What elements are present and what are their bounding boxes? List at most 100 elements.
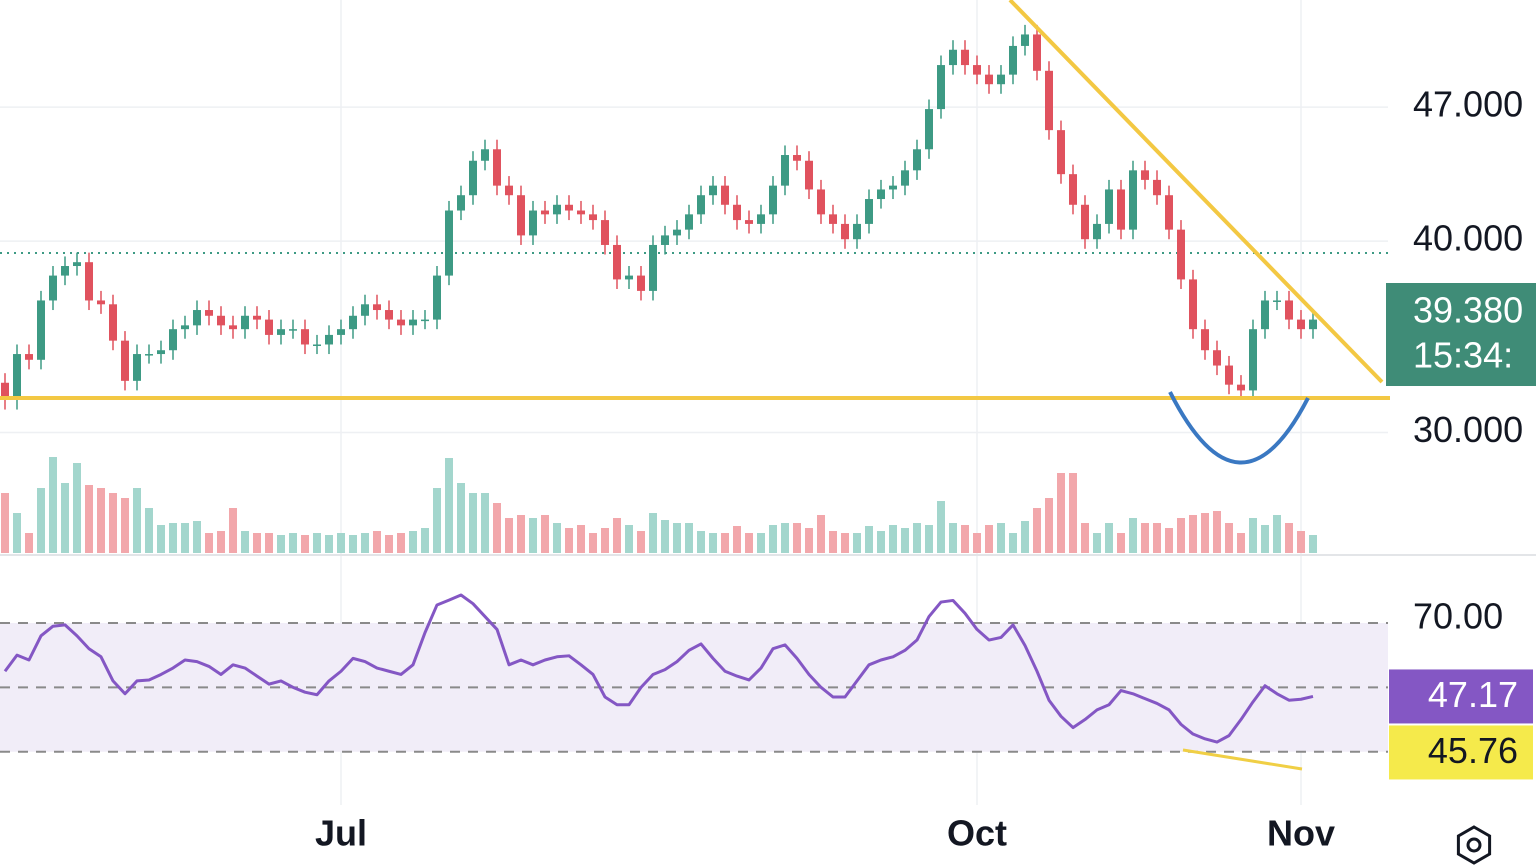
volume-bar bbox=[781, 523, 789, 553]
candle-body bbox=[637, 275, 645, 291]
candle-body bbox=[865, 199, 873, 224]
candle-body bbox=[769, 185, 777, 215]
volume-bar bbox=[361, 533, 369, 553]
volume-bar bbox=[661, 520, 669, 553]
volume-bar bbox=[925, 525, 933, 553]
candle-body bbox=[457, 195, 465, 211]
candle-body bbox=[469, 160, 477, 196]
volume-bar bbox=[181, 523, 189, 553]
volume-bar bbox=[613, 518, 621, 553]
volume-bar bbox=[1309, 535, 1317, 553]
y-tick-label: 40.000 bbox=[1413, 218, 1523, 259]
candle-body bbox=[1045, 70, 1053, 131]
volume-bar bbox=[733, 526, 741, 553]
volume-bar bbox=[1, 493, 9, 553]
candle-body bbox=[949, 49, 957, 66]
rsi-ma-box bbox=[1389, 725, 1533, 780]
volume-bar bbox=[649, 513, 657, 553]
volume-bar bbox=[313, 533, 321, 553]
candle-body bbox=[1057, 130, 1065, 175]
volume-bar bbox=[1297, 531, 1305, 553]
candle-body bbox=[961, 49, 969, 66]
volume-bar bbox=[709, 533, 717, 553]
candle-body bbox=[145, 354, 153, 356]
candle-body bbox=[61, 266, 69, 276]
candle-body bbox=[97, 300, 105, 305]
candle-body bbox=[313, 344, 321, 346]
volume-bar bbox=[301, 535, 309, 553]
volume-bar bbox=[481, 493, 489, 553]
rsi-line bbox=[3, 593, 1314, 744]
candle-body bbox=[241, 315, 249, 330]
settings-icon[interactable] bbox=[1456, 825, 1492, 865]
candle-body bbox=[1177, 229, 1185, 280]
candle-body bbox=[361, 304, 369, 316]
y-tick-label: 47.000 bbox=[1413, 84, 1523, 125]
x-tick-label: Jul bbox=[315, 813, 367, 854]
candle-body bbox=[589, 214, 597, 221]
volume-bar bbox=[409, 531, 417, 553]
candle-body bbox=[853, 223, 861, 240]
candle-body bbox=[1021, 34, 1029, 46]
volume-bar bbox=[697, 531, 705, 553]
volume-bar bbox=[277, 535, 285, 553]
volume-bar bbox=[157, 525, 165, 553]
cup-arc bbox=[1168, 391, 1310, 465]
volume-bar bbox=[841, 533, 849, 553]
trend-line bbox=[1008, 0, 1384, 384]
rsi-ma-label: 45.76 bbox=[1428, 730, 1518, 771]
candle-body bbox=[577, 210, 585, 215]
candle-body bbox=[1009, 45, 1017, 75]
candle-body bbox=[721, 185, 729, 205]
volume-bar bbox=[73, 463, 81, 553]
volume-layer bbox=[1, 457, 1317, 553]
volume-bar bbox=[133, 488, 141, 553]
volume-bar bbox=[1237, 533, 1245, 553]
volume-bar bbox=[877, 531, 885, 553]
candle-body bbox=[529, 210, 537, 236]
candle-body bbox=[877, 189, 885, 200]
volume-bar bbox=[169, 523, 177, 553]
grid-layer bbox=[0, 0, 1388, 805]
candle-body bbox=[385, 310, 393, 320]
candle-body bbox=[889, 185, 897, 190]
volume-bar bbox=[397, 533, 405, 553]
candle-body bbox=[685, 214, 693, 230]
candle-body bbox=[841, 223, 849, 240]
rsi-value-label: 47.17 bbox=[1428, 674, 1518, 715]
candle-body bbox=[133, 354, 141, 381]
candle-body bbox=[169, 329, 177, 351]
volume-bar bbox=[853, 533, 861, 553]
volume-bar bbox=[1117, 533, 1125, 553]
candle-body bbox=[1201, 329, 1209, 351]
volume-bar bbox=[553, 523, 561, 553]
candle-body bbox=[625, 275, 633, 280]
candle-body bbox=[325, 334, 333, 345]
candle-body bbox=[1153, 179, 1161, 196]
candle-body bbox=[781, 155, 789, 186]
volume-bar bbox=[1021, 521, 1029, 553]
candle-body bbox=[277, 329, 285, 335]
candle-body bbox=[517, 195, 525, 236]
candle-layer bbox=[1, 24, 1317, 410]
y-tick-label: 30.000 bbox=[1413, 409, 1523, 450]
candle-body bbox=[805, 160, 813, 190]
rsi-layer bbox=[3, 593, 1314, 744]
volume-bar bbox=[121, 498, 129, 553]
candle-body bbox=[1069, 174, 1077, 205]
candle-body bbox=[901, 170, 909, 186]
candle-body bbox=[829, 214, 837, 224]
candle-body bbox=[673, 229, 681, 236]
volume-bar bbox=[745, 533, 753, 553]
volume-bar bbox=[337, 533, 345, 553]
volume-bar bbox=[1273, 515, 1281, 553]
candle-body bbox=[289, 329, 297, 331]
volume-bar bbox=[865, 526, 873, 553]
candle-body bbox=[1105, 189, 1113, 224]
volume-bar bbox=[589, 533, 597, 553]
candle-body bbox=[613, 244, 621, 280]
candle-body bbox=[709, 185, 717, 196]
volume-bar bbox=[13, 513, 21, 553]
candle-body bbox=[1033, 34, 1041, 71]
